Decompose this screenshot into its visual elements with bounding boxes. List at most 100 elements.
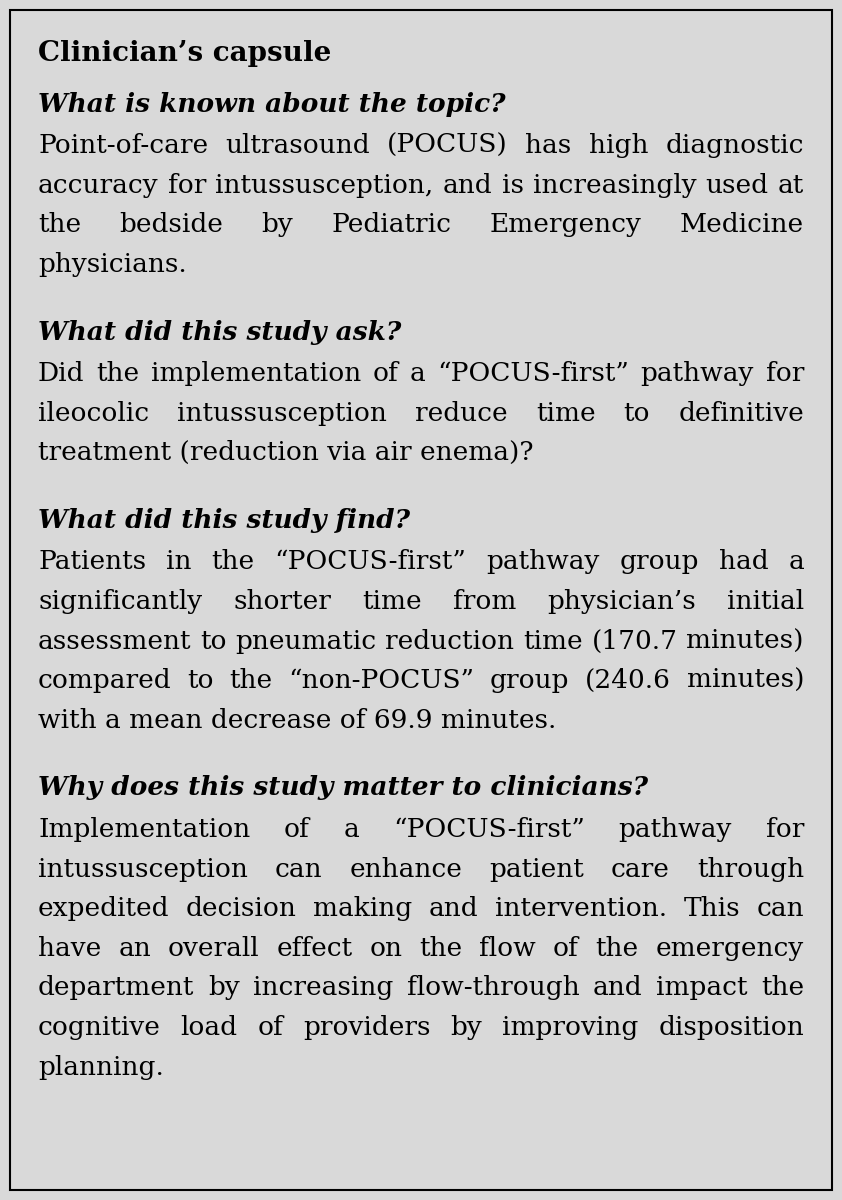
Text: can: can (756, 896, 804, 922)
Text: emergency: emergency (656, 936, 804, 961)
Text: What did this study ask?: What did this study ask? (38, 319, 402, 344)
Text: flow-through: flow-through (407, 976, 579, 1001)
Text: at: at (778, 173, 804, 198)
Text: in: in (166, 550, 191, 575)
Text: Point-of-care: Point-of-care (38, 133, 208, 158)
Text: reduce: reduce (415, 401, 508, 426)
Text: impact: impact (656, 976, 748, 1001)
Text: had: had (719, 550, 769, 575)
Text: Patients: Patients (38, 550, 147, 575)
Text: the: the (419, 936, 462, 961)
Text: the: the (229, 668, 273, 694)
Text: time: time (523, 629, 583, 654)
Text: the: the (595, 936, 639, 961)
Text: intussusception: intussusception (38, 857, 248, 882)
Text: (240.6: (240.6 (585, 668, 671, 694)
Text: the: the (38, 212, 81, 238)
Text: have: have (38, 936, 101, 961)
Text: What is known about the topic?: What is known about the topic? (38, 91, 506, 116)
Text: providers: providers (303, 1015, 430, 1040)
Text: to: to (200, 629, 226, 654)
Text: “POCUS-first”: “POCUS-first” (274, 550, 466, 575)
Text: a: a (344, 817, 360, 842)
Text: to: to (187, 668, 214, 694)
Text: pathway: pathway (486, 550, 600, 575)
Text: of: of (284, 817, 310, 842)
Text: Why does this study matter to clinicians?: Why does this study matter to clinicians… (38, 775, 648, 800)
Text: decision: decision (186, 896, 296, 922)
Text: pneumatic: pneumatic (236, 629, 376, 654)
Text: shorter: shorter (233, 589, 331, 614)
Text: on: on (370, 936, 402, 961)
Text: “POCUS-first”: “POCUS-first” (437, 361, 629, 386)
Text: by: by (450, 1015, 482, 1040)
Text: physician’s: physician’s (547, 589, 695, 614)
Text: enhance: enhance (349, 857, 462, 882)
Text: is: is (502, 173, 524, 198)
Text: treatment (reduction via air enema)?: treatment (reduction via air enema)? (38, 440, 534, 466)
Text: “POCUS-first”: “POCUS-first” (393, 817, 585, 842)
Text: department: department (38, 976, 195, 1001)
Text: planning.: planning. (38, 1055, 164, 1080)
Text: Emergency: Emergency (490, 212, 642, 238)
Text: from: from (453, 589, 516, 614)
Text: making: making (313, 896, 413, 922)
Text: the: the (96, 361, 139, 386)
Text: group: group (490, 668, 569, 694)
Text: disposition: disposition (658, 1015, 804, 1040)
Text: (170.7: (170.7 (592, 629, 678, 654)
Text: overall: overall (168, 936, 259, 961)
Text: expedited: expedited (38, 896, 169, 922)
Text: minutes): minutes) (686, 629, 804, 654)
Text: a: a (788, 550, 804, 575)
Text: This: This (684, 896, 740, 922)
Text: definitive: definitive (679, 401, 804, 426)
Text: and: and (593, 976, 642, 1001)
Text: diagnostic: diagnostic (665, 133, 804, 158)
Text: the: the (211, 550, 254, 575)
Text: flow: flow (479, 936, 536, 961)
Text: reduction: reduction (386, 629, 514, 654)
Text: compared: compared (38, 668, 172, 694)
Text: and: and (443, 173, 493, 198)
Text: with a mean decrease of 69.9 minutes.: with a mean decrease of 69.9 minutes. (38, 708, 557, 733)
Text: significantly: significantly (38, 589, 202, 614)
Text: accuracy: accuracy (38, 173, 158, 198)
Text: and: and (429, 896, 478, 922)
Text: load: load (181, 1015, 237, 1040)
Text: pathway: pathway (641, 361, 754, 386)
Text: of: of (553, 936, 578, 961)
Text: an: an (118, 936, 151, 961)
Text: implementation: implementation (151, 361, 361, 386)
Text: of: of (373, 361, 398, 386)
FancyBboxPatch shape (10, 10, 832, 1190)
Text: assessment: assessment (38, 629, 191, 654)
Text: increasingly: increasingly (533, 173, 696, 198)
Text: for: for (765, 817, 804, 842)
Text: effect: effect (276, 936, 353, 961)
Text: cognitive: cognitive (38, 1015, 161, 1040)
Text: intussusception: intussusception (177, 401, 387, 426)
Text: minutes): minutes) (686, 668, 804, 694)
Text: (POCUS): (POCUS) (387, 133, 508, 158)
Text: intervention.: intervention. (495, 896, 667, 922)
Text: Implementation: Implementation (38, 817, 250, 842)
Text: intussusception,: intussusception, (216, 173, 434, 198)
Text: for: for (765, 361, 804, 386)
Text: through: through (697, 857, 804, 882)
Text: improving: improving (502, 1015, 638, 1040)
Text: pathway: pathway (619, 817, 732, 842)
Text: “non-POCUS”: “non-POCUS” (288, 668, 474, 694)
Text: What did this study find?: What did this study find? (38, 508, 410, 533)
Text: the: the (761, 976, 804, 1001)
Text: care: care (611, 857, 670, 882)
Text: initial: initial (727, 589, 804, 614)
Text: of: of (258, 1015, 283, 1040)
Text: can: can (274, 857, 322, 882)
Text: for: for (168, 173, 206, 198)
Text: high: high (589, 133, 648, 158)
Text: ileocolic: ileocolic (38, 401, 149, 426)
Text: time: time (362, 589, 422, 614)
Text: has: has (525, 133, 572, 158)
Text: Pediatric: Pediatric (332, 212, 451, 238)
